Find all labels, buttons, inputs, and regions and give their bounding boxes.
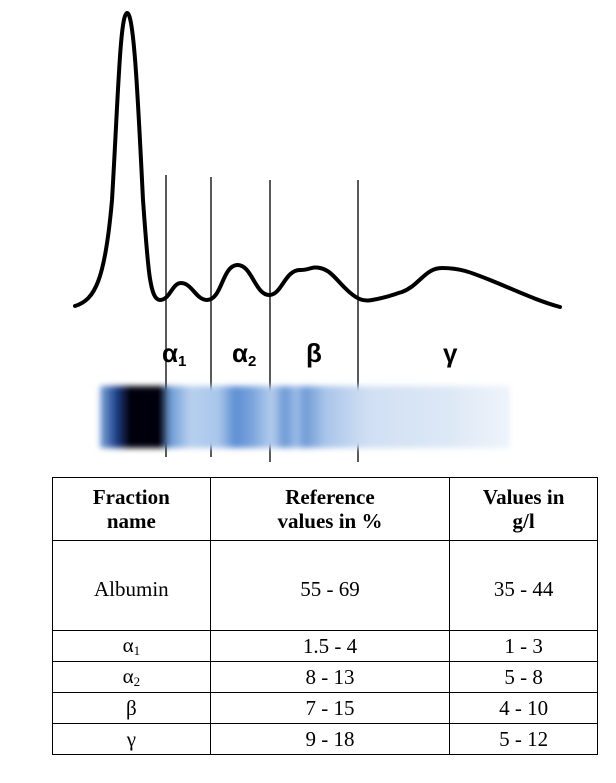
page: {"diagram": {"labels": [ {"symbol": "α",… [0,0,616,783]
table-row: α2 8 - 13 5 - 8 [53,662,598,693]
cell: 55 - 69 [210,541,450,631]
cell: Albumin [53,541,211,631]
cell: 1.5 - 4 [210,631,450,662]
fraction-label: γ [443,338,458,368]
cell: 7 - 15 [210,693,450,724]
fraction-label: α1 [162,338,186,370]
density-curve [75,13,560,307]
table-row: γ 9 - 18 5 - 12 [53,724,598,755]
header-cell: Fraction name [53,478,211,541]
fraction-label: α2 [232,338,256,370]
cell: 4 - 10 [450,693,598,724]
header-cell: Values in g/l [450,478,598,541]
cell: α2 [53,662,211,693]
table-row: Albumin 55 - 69 35 - 44 [53,541,598,631]
table-row: α1 1.5 - 4 1 - 3 [53,631,598,662]
cell: β [53,693,211,724]
header-cell: Reference values in % [210,478,450,541]
cell: γ [53,724,211,755]
fraction-label: β [306,338,322,368]
cell-text: α [123,664,134,688]
cell: 5 - 8 [450,662,598,693]
electrophoresis-diagram: α1 α2 β γ [0,0,616,470]
subscript: 1 [134,643,141,658]
cell: 1 - 3 [450,631,598,662]
cell: α1 [53,631,211,662]
cell: 5 - 12 [450,724,598,755]
gel-strip [100,386,510,448]
table-row: β 7 - 15 4 - 10 [53,693,598,724]
cell: 9 - 18 [210,724,450,755]
subscript: 2 [134,674,141,689]
cell: 8 - 13 [210,662,450,693]
cell: 35 - 44 [450,541,598,631]
cell-text: α [123,633,134,657]
reference-table: Fraction name Reference values in % Valu… [52,477,598,755]
header-row: Fraction name Reference values in % Valu… [53,478,598,541]
